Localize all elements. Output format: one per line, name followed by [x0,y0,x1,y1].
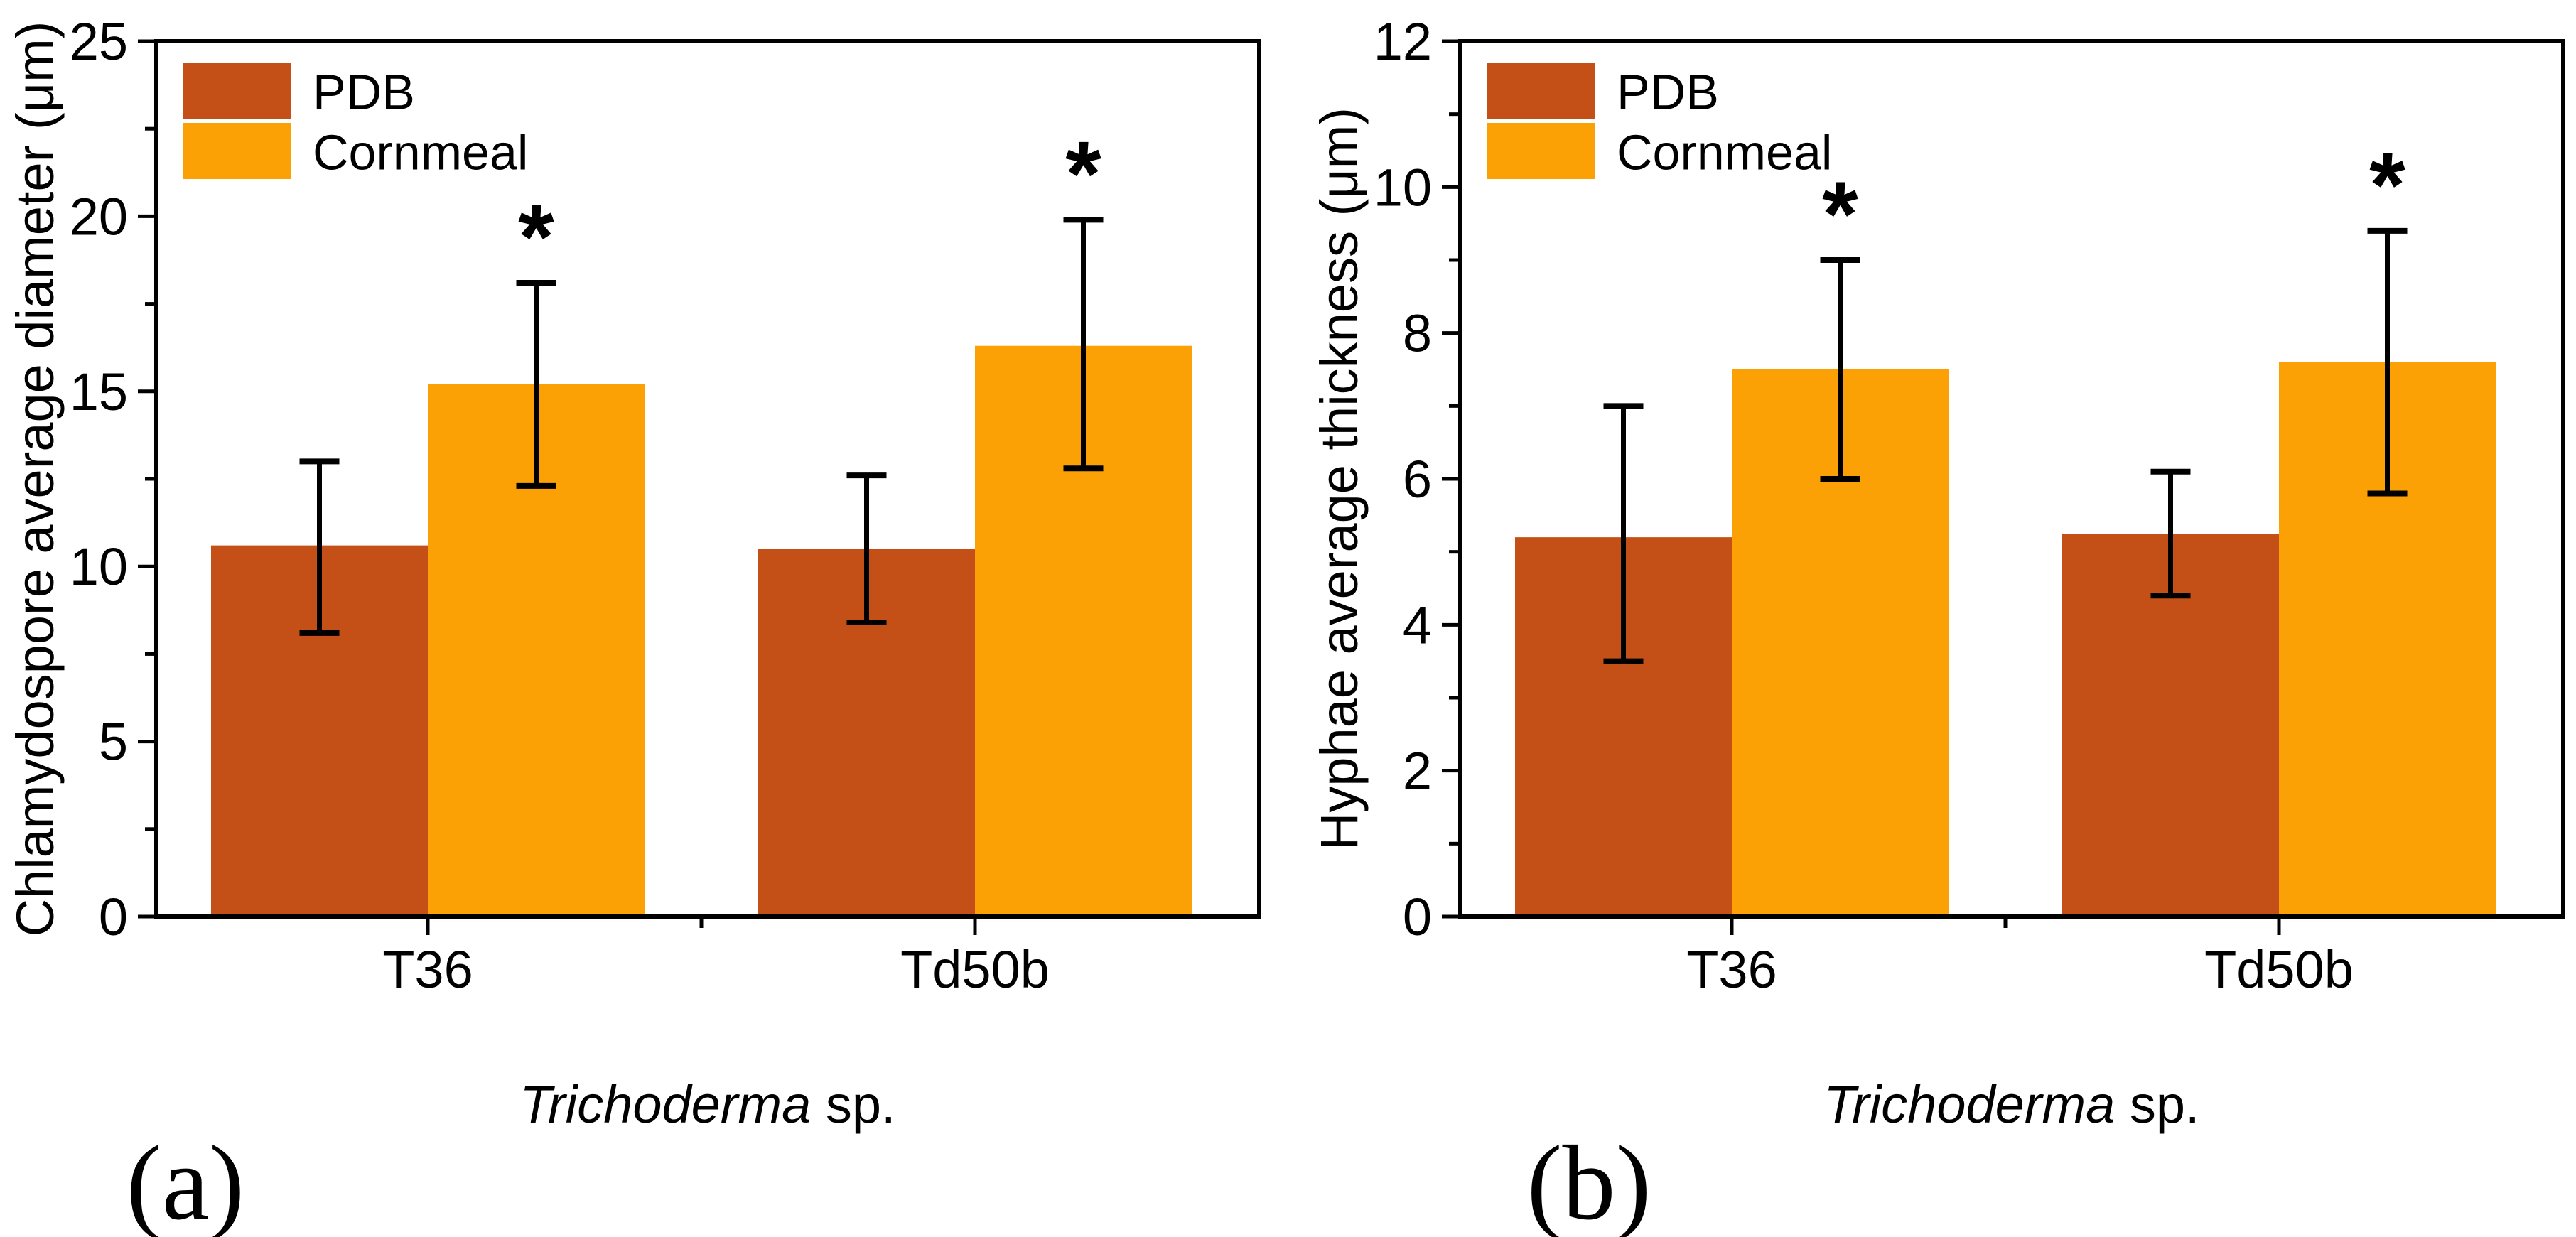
x-axis-title-a: Trichoderma sp. [519,1075,895,1134]
chart-panel-a: * * 0 5 10 15 20 25 T36 Td50b Trichoderma sp. Chlam… [6,12,1261,1237]
y-tick-label-a-25: 25 [70,12,128,71]
error-bar-b-T36-Cornmeal [1820,257,1860,482]
error-bar-a-T36-PDB [299,458,340,636]
legend-swatch-cornmeal-a [183,123,291,179]
y-tick-label-b-10: 10 [1374,158,1432,217]
legend-swatch-pdb-b [1487,63,1595,119]
error-bar-b-Td50b-PDB [2150,468,2191,599]
x-tick-label-b-Td50b: Td50b [2204,940,2354,999]
y-tick-label-b-2: 2 [1403,742,1432,801]
significance-asterisk-a-Td50b: * [1065,121,1101,225]
error-bar-a-Td50b-PDB [846,472,887,626]
y-tick-label-a-20: 20 [70,187,128,246]
error-bar-a-Td50b-Cornmeal [1063,217,1104,472]
x-tick-label-b-T36: T36 [1686,940,1777,999]
y-tick-label-b-6: 6 [1403,450,1432,509]
y-tick-label-a-15: 15 [70,362,128,421]
x-tick-label-a-T36: T36 [382,940,473,999]
error-bar-b-Td50b-Cornmeal [2367,227,2408,497]
legend-label-pdb-a: PDB [313,65,415,120]
y-tick-label-a-10: 10 [70,537,128,596]
significance-asterisk-a-T36: * [518,185,554,288]
y-tick-label-a-5: 5 [99,713,128,772]
y-axis-title-b: Hyphae average thickness (μm) [1310,107,1369,850]
legend-swatch-pdb-a [183,63,291,119]
panel-label-a: (a) [126,1124,244,1237]
y-tick-label-a-0: 0 [99,887,128,946]
legend-label-cornmeal-b: Cornmeal [1617,125,1832,180]
legend-swatch-cornmeal-b [1487,123,1595,179]
x-axis-title-b: Trichoderma sp. [1823,1075,2199,1134]
x-tick-label-a-Td50b: Td50b [900,940,1050,999]
legend-label-pdb-b: PDB [1617,65,1719,120]
y-axis-title-a: Chlamydospore average diameter (μm) [6,21,65,937]
panel-label-b: (b) [1527,1124,1651,1237]
significance-asterisk-b-Td50b: * [2369,133,2405,237]
y-tick-label-b-0: 0 [1403,887,1432,946]
chart-panel-b: * * 0 2 4 6 8 10 12 T36 Td50b Trichoderma sp. Hyphae… [1310,12,2565,1237]
y-tick-label-b-12: 12 [1374,12,1432,71]
error-bar-a-T36-Cornmeal [516,280,556,489]
significance-asterisk-b-T36: * [1822,162,1858,266]
legend-label-cornmeal-a: Cornmeal [313,125,528,180]
error-bar-b-T36-PDB [1603,403,1644,664]
y-tick-label-b-4: 4 [1403,595,1432,654]
y-tick-label-b-8: 8 [1403,304,1432,363]
